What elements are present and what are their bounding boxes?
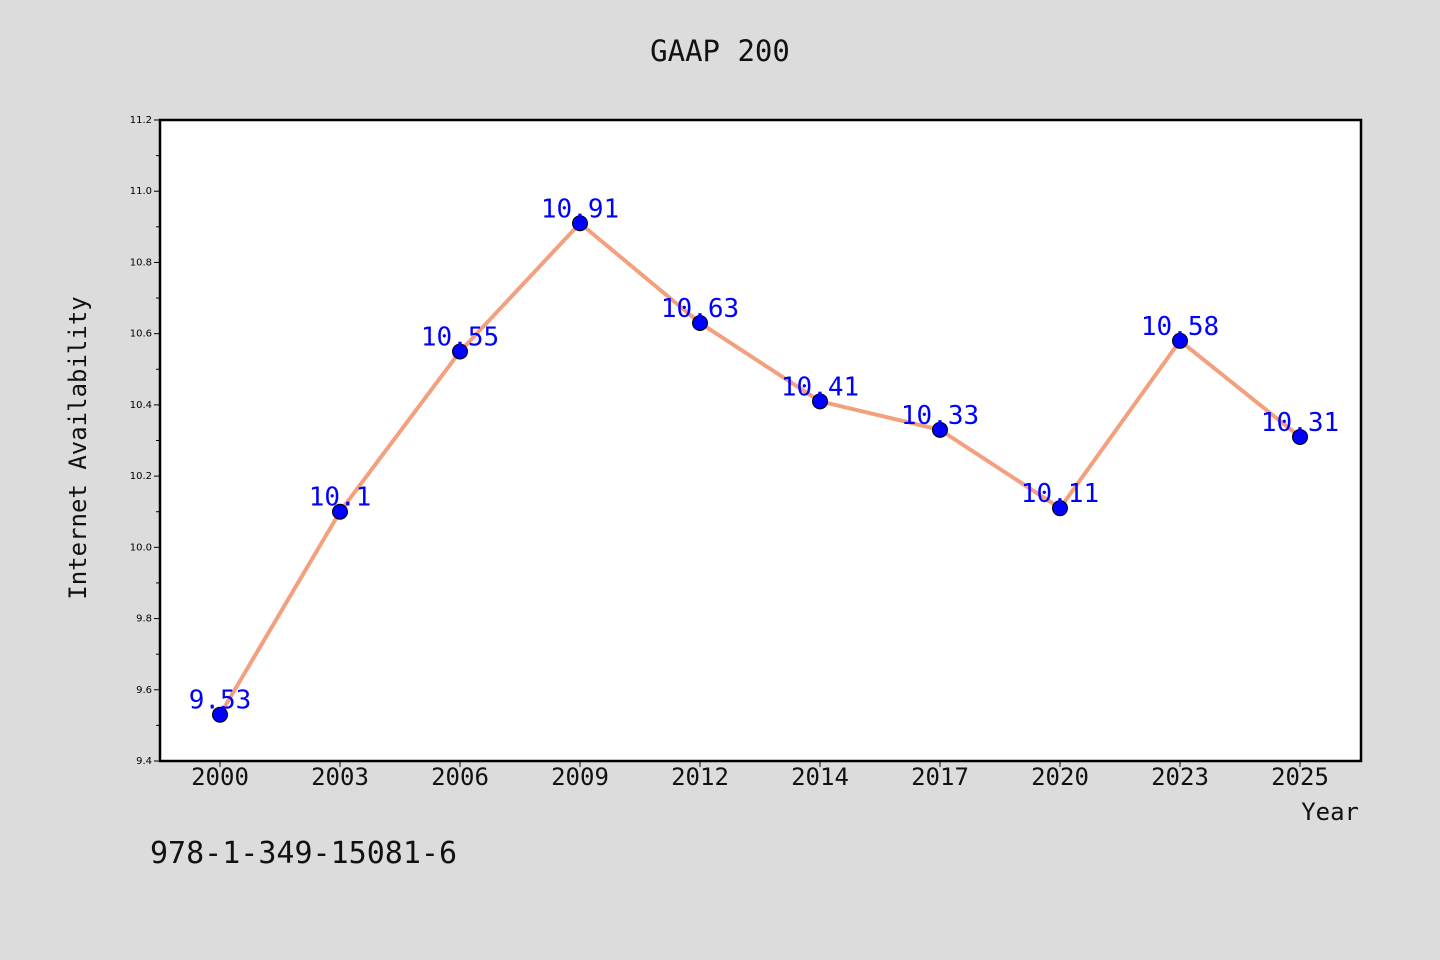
data-point	[812, 393, 828, 410]
data-point	[932, 421, 948, 438]
y-axis-label: Internet Availability	[64, 296, 92, 599]
y-tick-label: 11.0	[130, 186, 152, 197]
x-axis-label: Year	[1301, 798, 1359, 826]
x-tick-label: 2003	[311, 763, 369, 791]
data-label: 10.58	[1141, 312, 1219, 342]
y-tick-label: 9.4	[136, 756, 152, 767]
y-tick-label: 11.2	[130, 115, 152, 126]
y-tick-label: 9.6	[136, 685, 152, 696]
y-tick-label: 10.2	[130, 471, 152, 482]
x-tick-label: 2000	[191, 763, 249, 791]
plot-frame	[158, 118, 1363, 763]
x-tick-label: 2009	[551, 763, 609, 791]
data-label: 10.31	[1261, 408, 1339, 438]
data-point	[212, 706, 228, 723]
x-tick-label: 2025	[1271, 763, 1329, 791]
data-label: 9.53	[189, 686, 252, 716]
x-tick-label: 2023	[1151, 763, 1209, 791]
data-point	[1052, 500, 1068, 517]
y-tick-label: 10.8	[130, 257, 152, 268]
y-tick-label: 9.8	[136, 614, 152, 625]
data-point	[332, 503, 348, 520]
x-tick-label: 2014	[791, 763, 849, 791]
series-line	[218, 221, 1302, 716]
data-label: 10.41	[781, 372, 859, 402]
chart-title: GAAP 200	[650, 34, 790, 68]
data-point	[692, 314, 708, 331]
y-tick-label: 10.6	[130, 329, 152, 340]
x-tick-label: 2012	[671, 763, 729, 791]
y-tick-label: 10.4	[130, 400, 152, 411]
data-point	[1172, 332, 1188, 349]
plot-area	[160, 120, 1361, 761]
data-label: 10.33	[901, 401, 979, 431]
data-point	[1292, 428, 1308, 445]
data-label: 10.55	[421, 322, 499, 352]
data-point	[452, 343, 468, 360]
x-tick-label: 2006	[431, 763, 489, 791]
isbn-annotation: 978-1-349-15081-6	[150, 836, 458, 871]
data-label: 10.1	[309, 483, 372, 513]
data-point	[572, 215, 588, 232]
data-label: 10.63	[661, 294, 739, 324]
x-tick-label: 2020	[1031, 763, 1089, 791]
x-tick-label: 2017	[911, 763, 969, 791]
data-label: 10.11	[1021, 479, 1099, 509]
data-label: 10.91	[541, 194, 619, 224]
y-tick-label: 10.0	[130, 542, 152, 553]
